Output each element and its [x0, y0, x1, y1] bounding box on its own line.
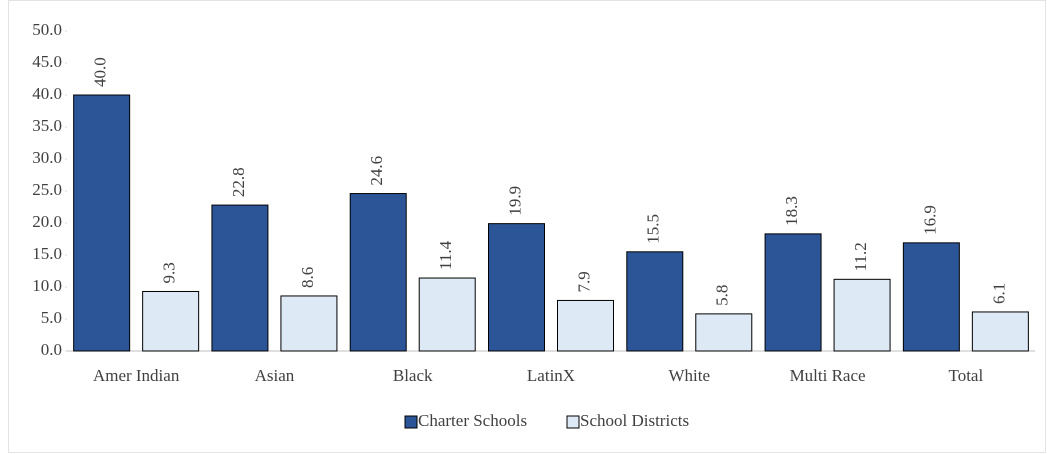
y-tick-label: 20.0 — [32, 212, 62, 231]
legend-label: School Districts — [580, 411, 689, 430]
data-label: 6.1 — [989, 283, 1008, 304]
legend-label: Charter Schools — [418, 411, 527, 430]
data-label: 7.9 — [574, 271, 593, 292]
data-label: 9.3 — [160, 262, 179, 283]
data-label: 24.6 — [367, 156, 386, 186]
bar — [73, 94, 131, 352]
x-tick-label: White — [669, 366, 711, 385]
data-label: 11.2 — [851, 242, 870, 271]
bar — [142, 290, 200, 352]
y-tick-label: 45.0 — [32, 52, 62, 71]
bar — [902, 242, 960, 352]
bar — [349, 193, 407, 352]
chart-border — [8, 0, 1046, 453]
legend-swatch — [566, 415, 580, 429]
y-tick-label: 0.0 — [41, 340, 62, 359]
bar — [280, 295, 338, 352]
data-label: 15.5 — [644, 214, 663, 244]
y-tick-label: 40.0 — [32, 84, 62, 103]
y-tick-label: 15.0 — [32, 244, 62, 263]
y-tick-label: 25.0 — [32, 180, 62, 199]
x-tick-label: Asian — [255, 366, 295, 385]
bar — [833, 278, 891, 352]
data-label: 11.4 — [436, 240, 455, 270]
x-tick-label: Black — [393, 366, 433, 385]
bar — [418, 277, 476, 352]
y-tick-label: 10.0 — [32, 276, 62, 295]
data-label: 5.8 — [713, 285, 732, 306]
data-label: 8.6 — [298, 267, 317, 288]
bar — [557, 299, 614, 352]
y-tick-label: 30.0 — [32, 148, 62, 167]
y-tick-label: 5.0 — [41, 308, 62, 327]
x-tick-label: Multi Race — [790, 366, 866, 385]
data-label: 40.0 — [91, 57, 110, 87]
y-tick-label: 35.0 — [32, 116, 62, 135]
legend-swatch — [404, 415, 418, 429]
y-tick-label: 50.0 — [32, 20, 62, 39]
bar — [764, 233, 822, 352]
data-label: 22.8 — [229, 167, 248, 197]
bar — [488, 223, 545, 352]
bar — [626, 251, 684, 352]
data-label: 18.3 — [782, 196, 801, 226]
bar — [211, 204, 269, 352]
x-tick-label: LatinX — [527, 366, 575, 385]
x-tick-label: Total — [949, 366, 984, 385]
data-label: 19.9 — [505, 186, 524, 216]
bar — [971, 311, 1029, 352]
x-tick-label: Amer Indian — [93, 366, 180, 385]
data-label: 16.9 — [920, 205, 939, 235]
bar — [695, 313, 753, 352]
